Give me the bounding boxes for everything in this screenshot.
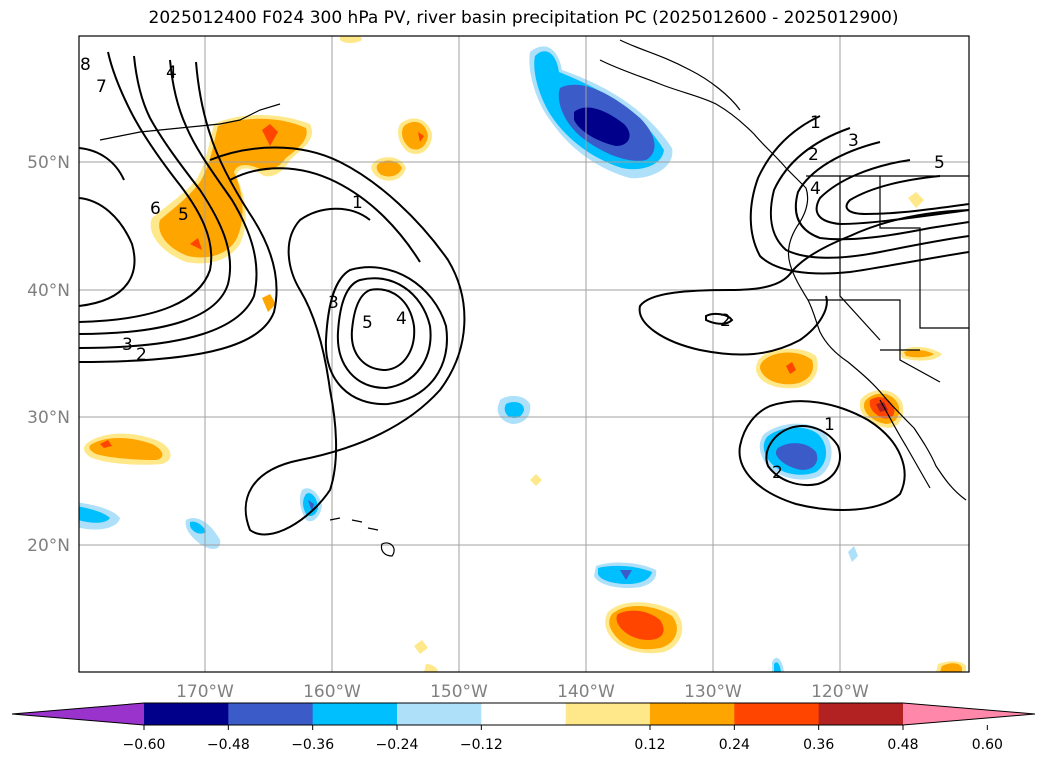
pv-label: 4 (166, 63, 177, 83)
pv-contour-loop-2 (336, 277, 432, 390)
colorbar-segment (312, 703, 398, 725)
pv-label: 6 (150, 199, 161, 219)
colorbar-tick-label: 0.24 (719, 737, 750, 753)
lon-label: 150°W (430, 682, 488, 702)
pv-contour-west-5 (79, 61, 278, 363)
lon-label: 160°W (303, 682, 361, 702)
pv-contour-loop-1 (350, 288, 416, 372)
colorbar-segment (228, 703, 314, 725)
pv-contour-east-pac-1 (638, 209, 969, 356)
colorbar-tick-label: 0.60 (972, 737, 1003, 753)
colorbar-tick-label: −0.48 (207, 737, 250, 753)
lat-label: 30°N (27, 408, 70, 428)
pv-label: 5 (178, 205, 189, 225)
colorbar-tick-labels: −0.60 −0.48 −0.36 −0.24 −0.12 0.12 0.24 0.36 0.4… (123, 725, 1003, 753)
colorbar-tick-label: −0.12 (460, 737, 503, 753)
latitude-labels: 50°N 40°N 30°N 20°N (27, 153, 70, 556)
pv-contour-east-pac-2 (749, 115, 969, 275)
hawaii (329, 517, 395, 557)
alaska-coast-2 (619, 39, 741, 111)
pv-contour-small-2 (705, 312, 734, 325)
lat-label: 40°N (27, 281, 70, 301)
pv-label: 7 (96, 77, 107, 97)
colorbar-tick-label: 0.48 (887, 737, 918, 753)
pv-label: 1 (352, 193, 363, 213)
pv-contour-cut-off-2 (765, 425, 841, 486)
aleutian-chain (99, 103, 281, 141)
pv-label: 3 (122, 335, 133, 355)
pv-label: 4 (396, 309, 407, 329)
pv-contour-east-pac-6 (845, 175, 969, 216)
pv-contour-west-4 (79, 59, 258, 349)
lat-label: 20°N (27, 536, 70, 556)
pv-contours (79, 51, 969, 536)
colorbar-tick-label: 0.12 (634, 737, 665, 753)
colorbar-segment (734, 703, 820, 725)
lon-label: 140°W (557, 682, 615, 702)
colorbar-segment (481, 703, 567, 725)
pv-label: 4 (810, 179, 821, 199)
pv-label: 2 (136, 345, 147, 365)
pv-contour-long-2 (229, 167, 421, 263)
colorbar-extend-high (903, 703, 1035, 725)
pv-label: 5 (934, 153, 945, 173)
colorbar-segment (565, 703, 651, 725)
state-border-1 (839, 176, 881, 341)
pv-label: 5 (362, 313, 373, 333)
lon-label: 130°W (684, 682, 742, 702)
map-title: 2025012400 F024 300 hPa PV, river basin … (148, 8, 899, 28)
colorbar-extend-low (12, 703, 144, 725)
pv-contour-east-pac-3 (769, 127, 969, 259)
colorbar-tick-label: 0.36 (803, 737, 834, 753)
pv-contour-west-1 (79, 197, 136, 307)
pv-label: 1 (810, 113, 821, 133)
precipitation-shading (79, 36, 966, 672)
colorbar-segment (397, 703, 482, 725)
colorbar-segment (818, 703, 904, 725)
pv-label: 3 (328, 293, 339, 313)
positive-anomaly-aleutian-core-2 (190, 238, 202, 250)
lon-label: 170°W (176, 682, 234, 702)
positive-anomaly-aleutian-core (262, 124, 278, 146)
negative-anomaly-gulf-alaska-core (574, 107, 630, 146)
colorbar-tick-label: −0.24 (376, 737, 419, 753)
pv-contour-west-3 (79, 55, 232, 335)
colorbar-tick-label: −0.60 (123, 737, 166, 753)
colorbar-segment (144, 703, 229, 725)
pv-contour-east-pac-4 (794, 141, 969, 241)
pv-label: 2 (720, 311, 731, 331)
lon-label: 120°W (811, 682, 869, 702)
colorbar-segment (650, 703, 735, 725)
pv-contour-cut-off-1 (738, 400, 906, 511)
baja-california (879, 399, 931, 489)
plot-frame (78, 35, 970, 673)
colorbar (11, 702, 1036, 726)
pv-label: 2 (808, 145, 819, 165)
pv-label: 1 (824, 415, 835, 435)
state-border-3 (808, 299, 941, 383)
pv-contour-east-1 (79, 147, 125, 181)
pv-contour-long-1 (209, 146, 466, 536)
pv-label: 3 (848, 131, 859, 151)
colorbar-tick-label: −0.36 (291, 737, 334, 753)
pv-contour-labels: 8 7 4 6 5 3 2 1 3 5 4 1 2 3 4 5 2 1 2 (80, 55, 945, 483)
longitude-labels: 170°W 160°W 150°W 140°W 130°W 120°W (176, 682, 869, 702)
positive-anomaly-aleutian-mid (159, 118, 307, 258)
north-america-west-coast (787, 187, 967, 501)
state-border-2 (879, 176, 969, 329)
pv-label: 8 (80, 55, 91, 75)
pv-label: 2 (772, 463, 783, 483)
pv-contour-east-pac-5 (815, 159, 969, 226)
lat-label: 50°N (27, 153, 70, 173)
pv-contour-loop-3 (324, 266, 448, 406)
pv-contour-west-2 (79, 51, 213, 323)
